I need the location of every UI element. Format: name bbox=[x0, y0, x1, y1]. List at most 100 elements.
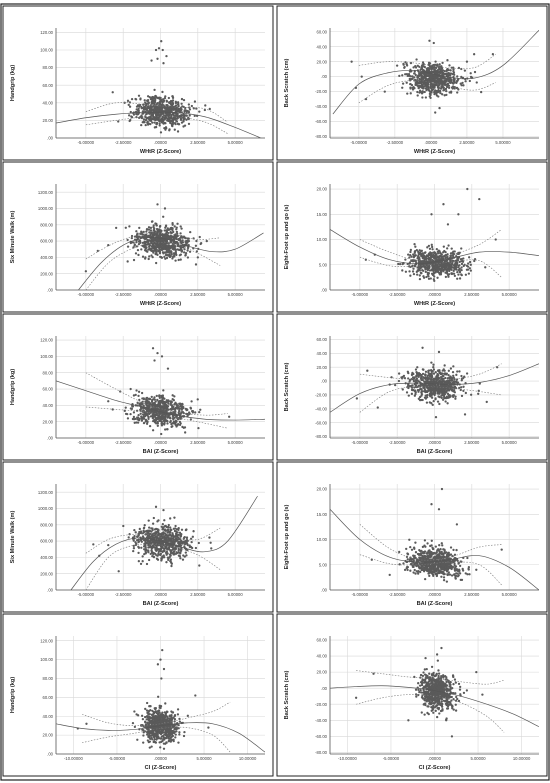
scatter-point bbox=[394, 383, 397, 387]
scatter-point bbox=[141, 555, 144, 558]
y-tick-label: 60.00 bbox=[43, 83, 54, 88]
scatter-point bbox=[467, 272, 471, 275]
scatter-point bbox=[423, 65, 426, 68]
scatter-point bbox=[411, 86, 414, 90]
scatter-point bbox=[494, 238, 497, 241]
scatter-point bbox=[411, 75, 414, 78]
scatter-point bbox=[172, 252, 176, 255]
scatter-point bbox=[175, 237, 178, 240]
scatter-point bbox=[427, 377, 431, 380]
scatter-point bbox=[444, 265, 447, 269]
scatter-point bbox=[436, 391, 439, 394]
scatter-point bbox=[441, 398, 445, 401]
scatter-point bbox=[184, 251, 188, 255]
scatter-point bbox=[187, 239, 191, 243]
scatter-point bbox=[196, 398, 199, 401]
ci-lower-line bbox=[85, 116, 228, 134]
scatter-point bbox=[153, 121, 156, 124]
scatter-point bbox=[141, 535, 145, 538]
scatter-point bbox=[157, 47, 161, 50]
scatter-point bbox=[439, 273, 443, 276]
scatter-point bbox=[145, 240, 149, 243]
scatter-point bbox=[478, 382, 481, 385]
scatter-point bbox=[147, 558, 151, 562]
x-tick-label: -5.00000 bbox=[352, 292, 369, 297]
scatter-point bbox=[404, 270, 408, 273]
scatter-point bbox=[142, 245, 145, 248]
scatter-point bbox=[187, 411, 191, 414]
scatter-point bbox=[164, 257, 167, 260]
scatter-point bbox=[426, 393, 429, 397]
scatter-point bbox=[456, 91, 459, 94]
scatter-point bbox=[427, 277, 431, 280]
y-axis-title: Six Minute Walk (m) bbox=[10, 211, 16, 264]
scatter-point bbox=[182, 118, 186, 121]
scatter-point bbox=[174, 101, 178, 105]
scatter-point bbox=[413, 251, 416, 255]
scatter-point bbox=[158, 103, 161, 107]
scatter-point bbox=[414, 83, 417, 86]
scatter-point bbox=[447, 275, 450, 278]
scatter-point bbox=[156, 520, 159, 523]
scatter-point bbox=[167, 96, 171, 100]
scatter-point bbox=[180, 250, 183, 253]
scatter-point bbox=[451, 254, 455, 258]
scatter-point bbox=[151, 554, 154, 558]
scatter-point bbox=[147, 226, 151, 229]
scatter-point bbox=[409, 87, 412, 90]
scatter-point bbox=[151, 429, 155, 432]
y-tick-label: 1200.00 bbox=[38, 190, 54, 195]
scatter-point bbox=[145, 403, 149, 406]
scatter-point bbox=[410, 392, 414, 395]
fit-curves bbox=[56, 102, 262, 138]
scatter-point bbox=[444, 400, 447, 403]
scatter-point bbox=[404, 61, 407, 64]
scatter-point bbox=[187, 111, 191, 114]
scatter-point bbox=[168, 101, 171, 105]
scatter-point bbox=[410, 373, 414, 377]
scatter-point bbox=[151, 536, 154, 540]
scatter-point bbox=[456, 271, 459, 274]
scatter-point bbox=[439, 89, 442, 93]
scatter-point bbox=[154, 48, 158, 52]
scatter-point bbox=[408, 70, 412, 73]
scatter-point bbox=[420, 67, 423, 70]
scatter-point bbox=[154, 552, 157, 555]
scatter-point bbox=[159, 255, 162, 259]
x-tick-label: -5.00000 bbox=[351, 140, 368, 145]
scatter-point bbox=[446, 402, 449, 405]
scatter-point bbox=[182, 554, 185, 557]
scatter-point bbox=[162, 389, 165, 392]
scatter-point bbox=[107, 244, 110, 247]
scatter-point bbox=[460, 273, 463, 276]
scatter-point bbox=[155, 242, 158, 245]
scatter-point bbox=[146, 250, 149, 253]
scatter-point bbox=[401, 82, 405, 85]
y-axis-title: Six Minute Walk (m) bbox=[10, 511, 16, 564]
scatter-point bbox=[147, 529, 150, 532]
scatter-point bbox=[144, 248, 147, 251]
scatter-point bbox=[174, 233, 177, 236]
scatter-point bbox=[164, 428, 167, 431]
scatter-point bbox=[179, 225, 182, 228]
scatter-point bbox=[165, 254, 169, 257]
scatter-point bbox=[133, 244, 136, 247]
scatter-point bbox=[152, 516, 155, 520]
scatter-point bbox=[188, 545, 191, 548]
scatter-point bbox=[154, 416, 157, 420]
scatter-point bbox=[164, 532, 167, 535]
scatter-point bbox=[135, 539, 139, 542]
scatter-point bbox=[166, 416, 169, 419]
scatter-point bbox=[138, 103, 142, 107]
scatter-point bbox=[129, 118, 132, 122]
scatter-point bbox=[431, 266, 434, 270]
scatter-point bbox=[149, 123, 152, 126]
x-tick-label: 2.50000 bbox=[190, 292, 206, 297]
scatter-point bbox=[157, 106, 160, 109]
scatter-point bbox=[444, 376, 447, 380]
scatter-point bbox=[159, 401, 163, 404]
scatter-point bbox=[424, 383, 428, 387]
scatter-point bbox=[460, 394, 464, 398]
scatter-point bbox=[155, 422, 158, 425]
scatter-point bbox=[445, 395, 448, 398]
